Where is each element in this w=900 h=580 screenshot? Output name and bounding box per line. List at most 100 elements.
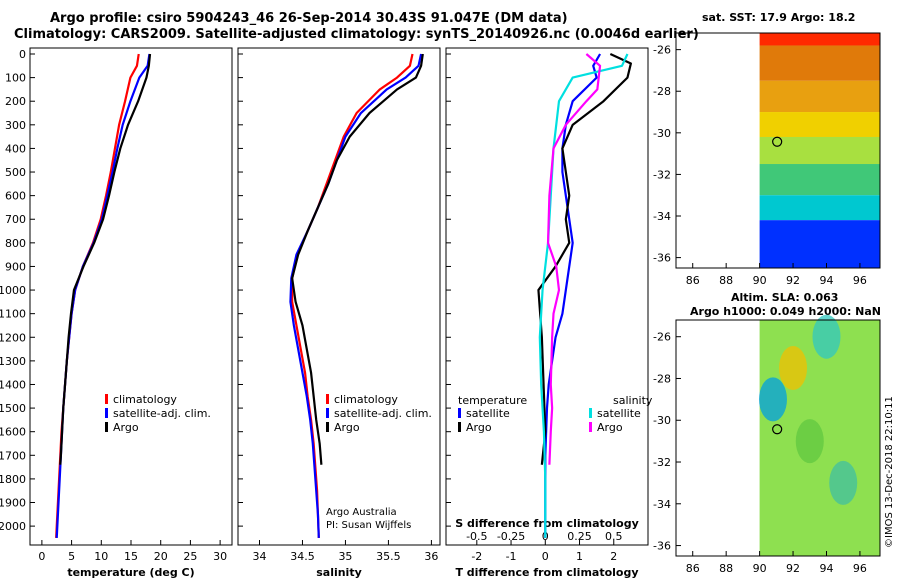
series-line-satellite-adj-clim-	[55, 53, 151, 538]
legend-label: climatology	[334, 393, 398, 406]
x-tick-label: 5	[68, 550, 75, 563]
map-frame-0	[675, 32, 881, 269]
map-y-tick-label: -36	[653, 540, 671, 553]
legend-label: Argo	[597, 421, 623, 434]
sla-feature	[829, 460, 858, 505]
x-tick-label: 0	[38, 550, 45, 563]
sst-band	[759, 220, 880, 268]
map-frame-1	[675, 319, 881, 557]
sla-feature	[812, 314, 841, 359]
legend-swatch	[105, 422, 108, 432]
x-axis-label: salinity	[316, 566, 362, 579]
legend-label: satellite-adj. clim.	[113, 407, 211, 420]
y-tick-label: 1500	[0, 402, 26, 415]
map-y-tick-label: -30	[653, 127, 671, 140]
panel-frame-1	[237, 47, 441, 546]
map-y-tick-label: -32	[653, 168, 671, 181]
y-tick-label: 1200	[0, 331, 26, 344]
y-tick-label: 900	[5, 260, 26, 273]
map-y-tick-label: -26	[653, 44, 671, 57]
y-tick-label: 200	[5, 95, 26, 108]
x-tick-label: 25	[183, 550, 197, 563]
map-x-tick-label: 90	[753, 274, 767, 287]
series-line-argo	[291, 53, 424, 465]
y-tick-label: 500	[5, 166, 26, 179]
y-tick-label: 0	[19, 48, 26, 61]
x-tick-label: 35	[338, 550, 352, 563]
y-tick-label: 100	[5, 72, 26, 85]
map-y-tick-label: -34	[653, 210, 671, 223]
y-tick-label: 700	[5, 213, 26, 226]
legend-label: Argo	[334, 421, 360, 434]
legend-swatch	[105, 394, 108, 404]
sst-band	[759, 164, 880, 196]
sla-feature	[758, 377, 787, 422]
legend-title-salinity: salinity	[613, 394, 653, 407]
sst-map-label: sat. SST: 17.9 Argo: 18.2	[702, 11, 856, 24]
map-y-tick-label: -28	[653, 372, 671, 385]
map-y-tick-label: -36	[653, 252, 671, 265]
sst-band	[759, 112, 880, 137]
legend-label: climatology	[113, 393, 177, 406]
x-tick-label: 10	[94, 550, 108, 563]
series-line-satellite	[538, 53, 629, 538]
y-tick-label: 1100	[0, 308, 26, 321]
sst-band	[759, 45, 880, 81]
x-tick-label: 35.5	[376, 550, 401, 563]
legend-swatch	[589, 422, 592, 432]
sst-band	[759, 80, 880, 113]
sla-map-label: Altim. SLA: 0.063	[731, 291, 839, 304]
x-tick-label: 15	[124, 550, 138, 563]
chart-title-line1: Argo profile: csiro 5904243_46 26-Sep-20…	[50, 11, 568, 26]
legend-swatch	[326, 422, 329, 432]
x-tick-label: 2	[610, 550, 617, 563]
argo-position-marker	[772, 136, 783, 147]
x-tick-label: 34	[252, 550, 266, 563]
argo-height-label: Argo h1000: 0.049 h2000: NaN	[690, 305, 882, 318]
series-line-argo	[546, 53, 602, 465]
y-tick-label: 1600	[0, 426, 26, 439]
map-x-tick-label: 88	[719, 562, 733, 575]
series-line-satellite-adj-clim-	[289, 53, 423, 538]
map-x-tick-label: 90	[753, 562, 767, 575]
s-tick-label: 0.25	[567, 530, 592, 543]
map-x-tick-label: 92	[786, 562, 800, 575]
series-line-argo	[59, 53, 152, 465]
map-y-tick-label: -28	[653, 85, 671, 98]
s-tick-label: -0.25	[497, 530, 525, 543]
y-tick-label: 1800	[0, 473, 26, 486]
y-tick-label: 1300	[0, 355, 26, 368]
s-tick-label: 0.5	[605, 530, 623, 543]
legend-label: Argo	[113, 421, 139, 434]
x-tick-label: 36	[424, 550, 438, 563]
map-y-tick-label: -30	[653, 414, 671, 427]
map-x-tick-label: 86	[686, 274, 700, 287]
y-tick-label: 1700	[0, 449, 26, 462]
legend-title-temperature: temperature	[458, 394, 527, 407]
x-tick-label: 34.5	[290, 550, 315, 563]
y-tick-label: 1900	[0, 497, 26, 510]
series-line-argo	[537, 53, 632, 465]
legend-label: satellite	[466, 407, 510, 420]
y-tick-label: 400	[5, 142, 26, 155]
x-axis-label: T difference from climatology	[455, 566, 638, 579]
y-tick-label: 2000	[0, 520, 26, 533]
x-tick-label: -2	[471, 550, 482, 563]
y-tick-label: 300	[5, 119, 26, 132]
map-x-tick-label: 92	[786, 274, 800, 287]
map-x-tick-label: 94	[819, 562, 833, 575]
x-tick-label: 30	[213, 550, 227, 563]
panel-frame-2	[445, 47, 649, 546]
y-tick-label: 600	[5, 190, 26, 203]
legend-swatch	[458, 408, 461, 418]
legend-label: satellite	[597, 407, 641, 420]
map-y-tick-label: -32	[653, 456, 671, 469]
map-x-tick-label: 96	[853, 274, 867, 287]
map-y-tick-label: -26	[653, 331, 671, 344]
legend-swatch	[326, 394, 329, 404]
map-y-tick-label: -34	[653, 498, 671, 511]
pi-note: PI: Susan Wijffels	[326, 520, 412, 531]
map-x-tick-label: 86	[686, 562, 700, 575]
argo-position-marker	[772, 424, 783, 435]
legend-swatch	[326, 408, 329, 418]
